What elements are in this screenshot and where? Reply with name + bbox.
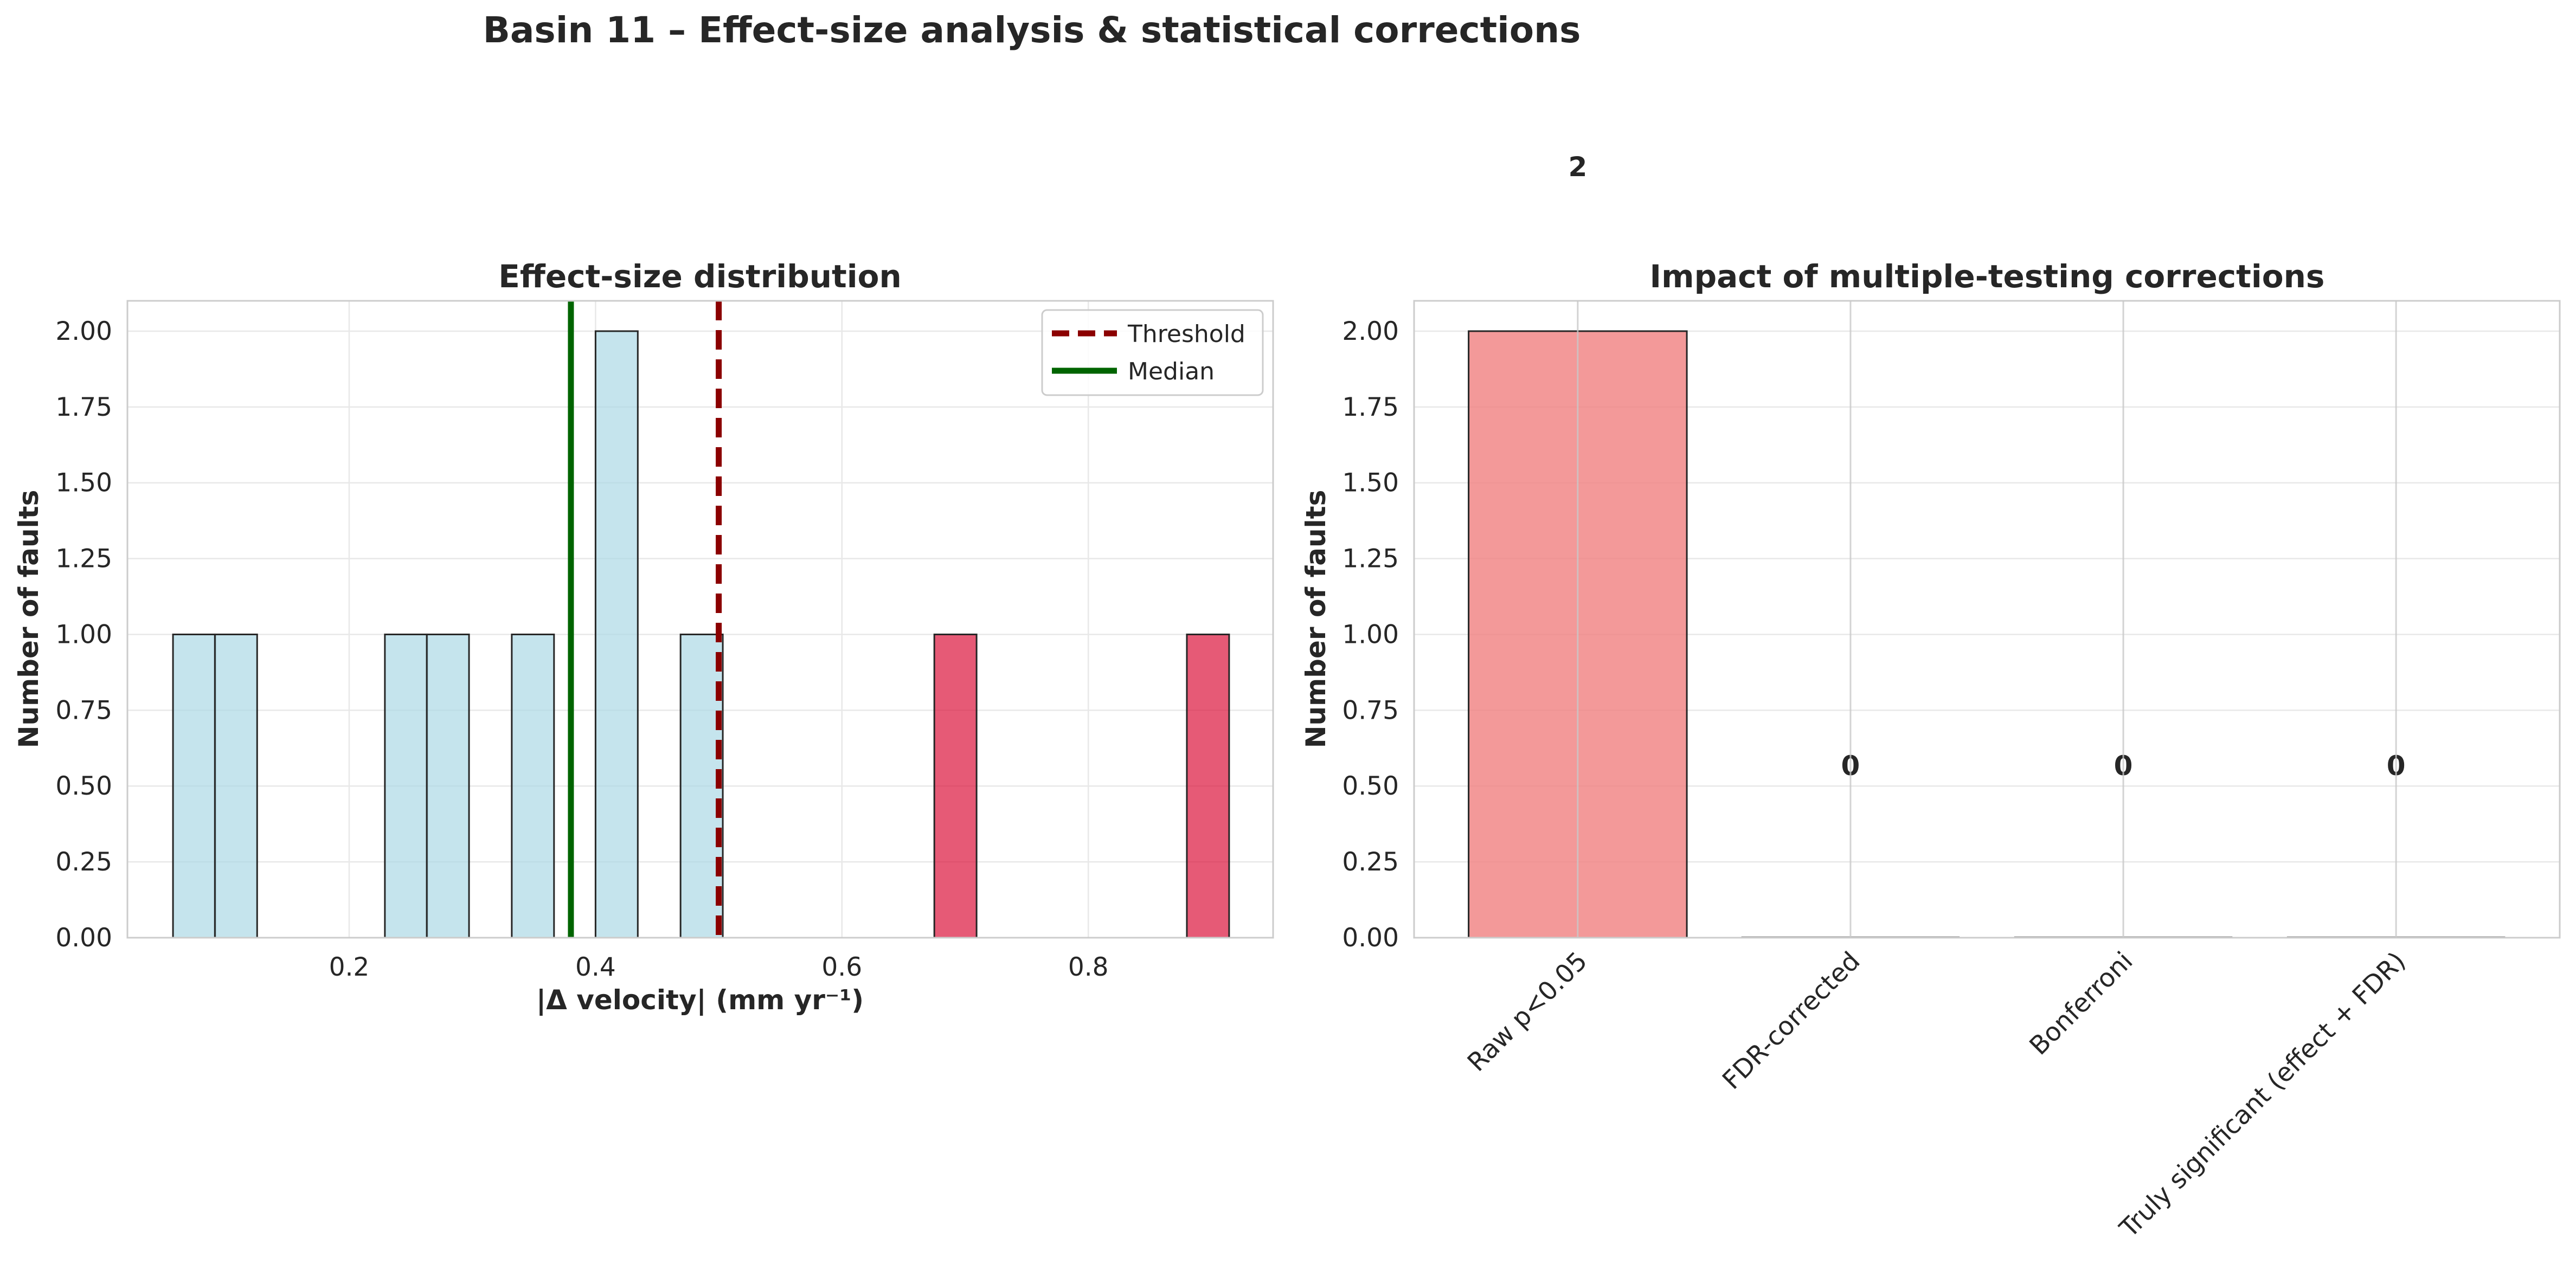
corrections-x-tick-label: Bonferroni xyxy=(2024,946,2139,1061)
corrections-y-tick-label: 0.75 xyxy=(1342,695,1399,725)
histogram-y-tick-label: 1.75 xyxy=(55,392,112,422)
histogram-y-axis-label: Number of faults xyxy=(13,490,44,749)
histogram-reference-lines xyxy=(568,301,722,938)
histogram-y-tick-label: 0.75 xyxy=(55,695,112,725)
histogram-y-tick-label: 0.25 xyxy=(55,847,112,877)
histogram-x-tick-label: 0.6 xyxy=(821,952,862,982)
histogram-plot-frame xyxy=(126,300,1274,939)
corrections-x-tick-label: Raw p<0.05 xyxy=(1462,946,1593,1078)
histogram-bin-bar xyxy=(594,330,639,939)
corrections-y-tick-label: 0.25 xyxy=(1342,847,1399,877)
corrections-value-labels: 20 0 0 xyxy=(1568,151,2405,782)
histogram-bin-bar xyxy=(172,633,216,939)
corrections-y-tick-label: 2.00 xyxy=(1342,317,1399,346)
legend-frame xyxy=(1041,309,1264,396)
histogram-y-tick-label: 0.50 xyxy=(55,771,112,801)
histogram-y-tick-label: 1.50 xyxy=(55,468,112,498)
histogram-y-tick-labels: 0.00 0.25 0.50 0.75 1.00 1.25 1.50 1.75 2.00 xyxy=(55,317,112,953)
histogram-x-tick-label: 0.2 xyxy=(329,952,370,982)
corrections-bar-panel: 0.00 0.25 0.50 0.75 1.00 1.25 1.50 1.75 2.00 Raw… xyxy=(1300,151,2561,1244)
corrections-x-tick-label: Truly significant (effect + FDR) xyxy=(2114,946,2411,1244)
histogram-bin-bar xyxy=(511,633,555,939)
figure-title: Basin 11 – Effect-size analysis & statis… xyxy=(483,9,1581,51)
corrections-plot-frame xyxy=(1413,300,2561,939)
corrections-value-label: 2 xyxy=(1568,151,1587,183)
corrections-y-tick-label: 1.50 xyxy=(1342,468,1399,498)
legend-threshold-label: Threshold xyxy=(1127,320,1245,348)
corrections-y-tick-label: 1.25 xyxy=(1342,544,1399,574)
histogram-bars xyxy=(172,330,1230,939)
corrections-title: Impact of multiple-testing corrections xyxy=(1650,258,2325,295)
histogram-y-tick-label: 1.25 xyxy=(55,544,112,574)
effect-size-histogram-panel: 0.00 0.25 0.50 0.75 1.00 1.25 1.50 1.75 2.00 0.2… xyxy=(13,258,1274,1016)
corrections-y-tick-label: 0.50 xyxy=(1342,771,1399,801)
histogram-y-tick-label: 2.00 xyxy=(55,317,112,346)
histogram-bin-bar xyxy=(933,633,978,939)
histogram-x-tick-label: 0.8 xyxy=(1068,952,1109,982)
histogram-x-tick-labels: 0.2 0.4 0.6 0.8 xyxy=(329,952,1109,982)
histogram-title: Effect-size distribution xyxy=(498,258,902,295)
histogram-legend: Threshold Median xyxy=(1041,309,1264,396)
histogram-y-tick-label: 0.00 xyxy=(55,923,112,953)
corrections-y-tick-labels: 0.00 0.25 0.50 0.75 1.00 1.25 1.50 1.75 2.00 xyxy=(1342,317,1399,953)
corrections-y-tick-label: 1.00 xyxy=(1342,620,1399,649)
histogram-bin-bar xyxy=(1186,633,1230,939)
corrections-x-tick-label: FDR-corrected xyxy=(1717,946,1866,1095)
histogram-bin-bar xyxy=(426,633,470,939)
histogram-x-axis-label: |Δ velocity| (mm yr⁻¹) xyxy=(536,984,864,1016)
histogram-bin-bar xyxy=(384,633,428,939)
histogram-x-tick-label: 0.4 xyxy=(575,952,616,982)
legend-median-label: Median xyxy=(1128,358,1215,385)
corrections-y-axis-label: Number of faults xyxy=(1300,490,1332,749)
histogram-bin-bar xyxy=(214,633,258,939)
corrections-y-tick-label: 1.75 xyxy=(1342,392,1399,422)
histogram-y-tick-label: 1.00 xyxy=(55,620,112,649)
corrections-y-tick-label: 0.00 xyxy=(1342,923,1399,953)
